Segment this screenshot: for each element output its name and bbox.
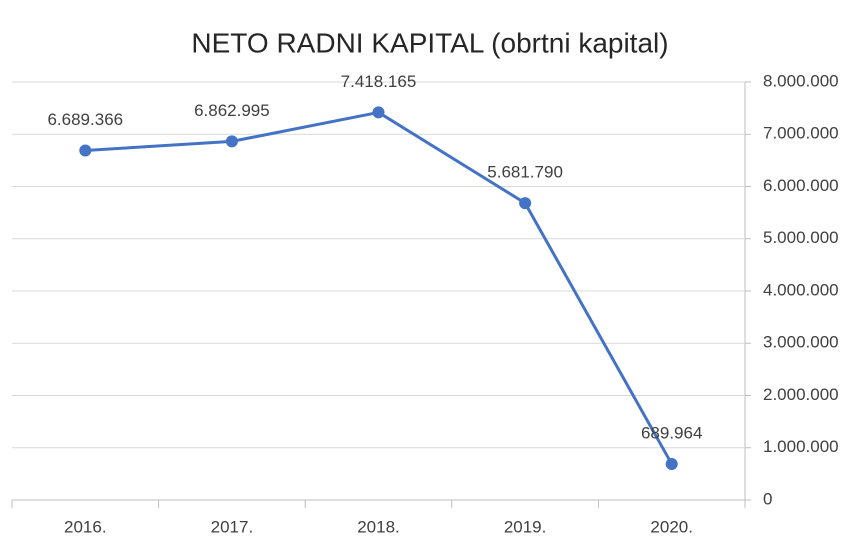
data-label: 6.689.366	[47, 110, 123, 129]
point	[79, 144, 92, 157]
y-tick-label: 0	[763, 489, 772, 508]
point	[519, 197, 532, 210]
point	[665, 457, 678, 470]
x-tick-label: 2017.	[211, 517, 254, 536]
y-tick-label: 7.000.000	[763, 124, 839, 143]
data-label: 689.964	[641, 423, 702, 442]
y-tick-label: 3.000.000	[763, 333, 839, 352]
y-tick-label: 2.000.000	[763, 385, 839, 404]
point	[372, 106, 385, 119]
y-tick-label: 6.000.000	[763, 176, 839, 195]
x-tick-label: 2016.	[64, 517, 107, 536]
data-label: 5.681.790	[487, 163, 563, 182]
x-tick-label: 2018.	[357, 517, 400, 536]
y-tick-label: 8.000.000	[763, 71, 839, 90]
chart-title: NETO RADNI KAPITAL (obrtni kapital)	[191, 27, 668, 58]
x-tick-label: 2019.	[504, 517, 547, 536]
y-tick-label: 4.000.000	[763, 280, 839, 299]
y-tick-label: 1.000.000	[763, 437, 839, 456]
data-label: 7.418.165	[341, 72, 417, 91]
y-tick-label: 5.000.000	[763, 228, 839, 247]
data-label: 6.862.995	[194, 101, 270, 120]
point	[225, 135, 238, 148]
x-tick-label: 2020.	[650, 517, 693, 536]
line	[85, 110, 674, 465]
